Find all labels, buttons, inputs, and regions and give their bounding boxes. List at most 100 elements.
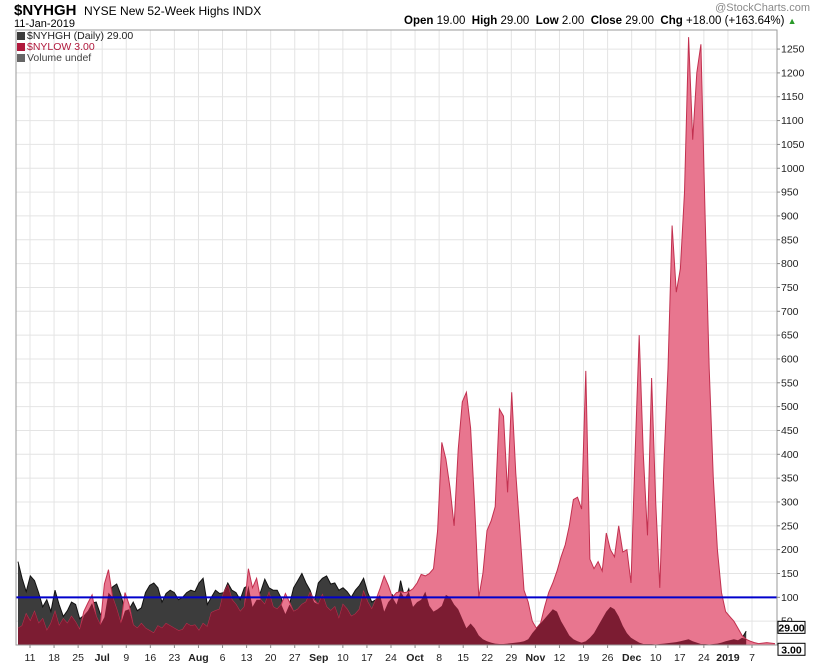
low-value: 2.00 bbox=[561, 15, 585, 27]
close-value: 29.00 bbox=[625, 15, 654, 27]
y-tick-label: 400 bbox=[781, 449, 799, 461]
low-label: Low bbox=[535, 15, 559, 27]
y-tick-label: 800 bbox=[781, 258, 799, 270]
description: New 52-Week Highs bbox=[120, 4, 230, 18]
legend-label: Volume undef bbox=[27, 52, 92, 64]
y-tick-label: 950 bbox=[781, 187, 799, 199]
overlap-area bbox=[18, 585, 747, 645]
legend-label: $NYHGH (Daily) 29.00 bbox=[27, 30, 134, 42]
symbol: $NYHGH bbox=[14, 2, 77, 19]
chart-date: 11-Jan-2019 bbox=[14, 18, 75, 30]
y-tick-label: 100 bbox=[781, 592, 799, 604]
x-tick-label: Aug bbox=[188, 652, 208, 664]
nylow-line bbox=[17, 37, 776, 645]
x-tick-label: 10 bbox=[650, 652, 662, 664]
y-tick-label: 900 bbox=[781, 210, 799, 222]
y-tick-label: 550 bbox=[781, 377, 799, 389]
y-tick-label: 150 bbox=[781, 568, 799, 580]
ohlc-readout: Open 19.00 High 29.00 Low 2.00 Close 29.… bbox=[404, 15, 797, 27]
x-tick-label: 19 bbox=[578, 652, 590, 664]
up-triangle-icon: ▲ bbox=[787, 16, 797, 26]
x-tick-label: 15 bbox=[457, 652, 469, 664]
x-tick-label: 18 bbox=[48, 652, 60, 664]
y-tick-label: 1200 bbox=[781, 67, 805, 79]
y-tick-label: 250 bbox=[781, 520, 799, 532]
last-value-nyhgh-box bbox=[777, 620, 806, 634]
nylow-area-layer bbox=[17, 37, 776, 645]
y-tick-label: 1150 bbox=[781, 91, 804, 103]
open-label: Open bbox=[404, 15, 434, 27]
y-tick-label: 1250 bbox=[781, 44, 805, 56]
x-tick-label: Jul bbox=[95, 652, 110, 664]
last-value-nylow-box bbox=[777, 642, 806, 656]
legend-item-volume: Volume undef bbox=[17, 53, 133, 64]
area-swatch-icon bbox=[17, 32, 25, 40]
close-label: Close bbox=[590, 15, 623, 27]
last-value-nylow-label: 3.00 bbox=[781, 644, 802, 656]
x-tick-label: Oct bbox=[406, 652, 424, 664]
y-tick-label: 500 bbox=[781, 401, 799, 413]
y-tick-label: 1050 bbox=[781, 139, 805, 151]
chg-value: +18.00 (+163.64%) bbox=[685, 15, 785, 27]
area-swatch-icon bbox=[17, 43, 25, 51]
x-tick-label: 17 bbox=[674, 652, 686, 664]
y-tick-label: 600 bbox=[781, 353, 799, 365]
y-tick-label: 850 bbox=[781, 234, 799, 246]
x-tick-label: 13 bbox=[241, 652, 253, 664]
x-tick-label: 26 bbox=[602, 652, 614, 664]
x-tick-label: 23 bbox=[169, 652, 181, 664]
x-tick-label: 2019 bbox=[716, 652, 740, 664]
y-axis: 5010015020025030035040045050055060065070… bbox=[777, 44, 805, 628]
y-tick-label: 300 bbox=[781, 496, 799, 508]
x-tick-label: 11 bbox=[25, 652, 36, 664]
y-tick-label: 1100 bbox=[781, 115, 804, 127]
last-value-tags: 29.00 3.00 bbox=[777, 620, 806, 656]
y-tick-label: 200 bbox=[781, 544, 799, 556]
x-tick-label: 12 bbox=[554, 652, 566, 664]
legend-item-nylow: $NYLOW 3.00 bbox=[17, 42, 133, 53]
legend-item-nyhgh: $NYHGH (Daily) 29.00 bbox=[17, 31, 133, 42]
x-tick-label: 29 bbox=[505, 652, 517, 664]
y-tick-label: 450 bbox=[781, 425, 799, 437]
bar-swatch-icon bbox=[17, 54, 25, 62]
x-tick-label: 24 bbox=[385, 652, 397, 664]
gridlines bbox=[16, 30, 777, 645]
instrument-type: INDX bbox=[232, 4, 262, 18]
high-value: 29.00 bbox=[500, 15, 530, 27]
legend: $NYHGH (Daily) 29.00 $NYLOW 3.00 Volume … bbox=[17, 31, 133, 64]
x-axis: 11 18 25 Jul 9 16 23 Aug 6 13 20 27 Sep 10 17 24 Oct 8 15 2… bbox=[25, 645, 755, 664]
nylow-area bbox=[18, 37, 775, 645]
x-tick-label: 20 bbox=[265, 652, 277, 664]
x-tick-label: Dec bbox=[622, 652, 641, 664]
x-tick-label: 24 bbox=[698, 652, 710, 664]
plot-frame bbox=[15, 29, 778, 646]
x-tick-label: 7 bbox=[749, 652, 755, 664]
x-tick-label: 17 bbox=[361, 652, 373, 664]
chg-label: Chg bbox=[660, 15, 683, 27]
x-tick-label: 6 bbox=[220, 652, 226, 664]
y-tick-label: 350 bbox=[781, 473, 799, 485]
overlap-area-layer bbox=[18, 585, 747, 645]
brand-logo: @StockCharts.com bbox=[715, 2, 810, 14]
last-value-nyhgh-label: 29.00 bbox=[778, 622, 804, 634]
y-tick-label: 650 bbox=[781, 330, 799, 342]
x-tick-label: 25 bbox=[72, 652, 84, 664]
x-tick-label: 16 bbox=[144, 652, 156, 664]
y-tick-label: 700 bbox=[781, 306, 799, 318]
x-tick-label: 22 bbox=[481, 652, 493, 664]
x-tick-label: Sep bbox=[309, 652, 328, 664]
x-tick-label: 10 bbox=[337, 652, 349, 664]
high-label: High bbox=[471, 15, 498, 27]
x-tick-label: 8 bbox=[436, 652, 442, 664]
x-tick-label: Nov bbox=[525, 652, 545, 664]
symbol-description: NYSE New 52-Week Highs INDX bbox=[84, 4, 261, 18]
x-tick-label: 9 bbox=[123, 652, 129, 664]
plot-border bbox=[15, 29, 778, 646]
exchange: NYSE bbox=[84, 4, 117, 18]
x-tick-label: 27 bbox=[289, 652, 301, 664]
legend-label: $NYLOW 3.00 bbox=[27, 41, 95, 53]
open-value: 19.00 bbox=[436, 15, 466, 27]
y-tick-label: 750 bbox=[781, 282, 799, 294]
y-tick-label: 1000 bbox=[781, 163, 805, 175]
